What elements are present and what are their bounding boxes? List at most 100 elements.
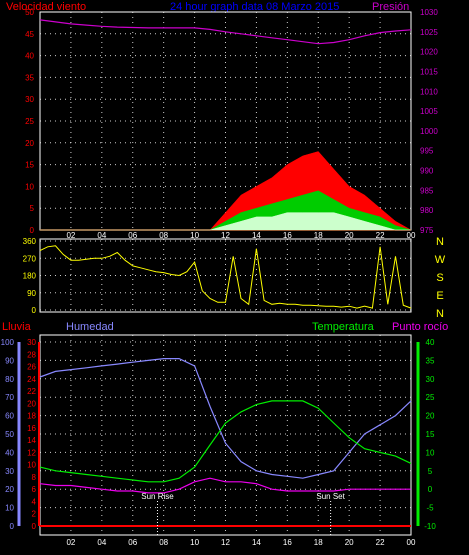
time-tick-label: 16 (283, 538, 292, 547)
compass-label: E (436, 290, 443, 302)
wind-axis-tick: 50 (25, 8, 34, 17)
compass-label: N (436, 236, 444, 248)
wind-direction-line (39, 245, 412, 309)
wind-axis-tick: 5 (30, 204, 35, 213)
time-tick-label: 22 (376, 231, 385, 240)
rain-axis-tick: 4 (32, 497, 37, 506)
temperature-line (39, 400, 412, 483)
time-tick-label: 08 (159, 231, 168, 240)
humidity-axis-tick: 100 (1, 338, 15, 347)
rain-label: Lluvia (2, 321, 32, 333)
temperature-axis-tick: 10 (426, 448, 435, 457)
humidity-axis-tick: 50 (5, 430, 14, 439)
time-tick-label: 20 (345, 538, 354, 547)
pressure-axis-tick: 1010 (420, 87, 438, 96)
pressure-axis-tick: 980 (420, 206, 434, 215)
time-tick-label: 04 (97, 231, 106, 240)
pressure-axis-tick: 975 (420, 226, 434, 235)
time-tick-label: 08 (159, 538, 168, 547)
chart-title: 24 hour graph data 08 Marzo 2015 (170, 1, 339, 13)
humidity-axis-tick: 20 (5, 485, 14, 494)
pressure-axis-tick: 995 (420, 147, 434, 156)
direction-axis-tick: 180 (23, 272, 37, 281)
pressure-axis-tick: 1020 (420, 48, 438, 57)
humidity-axis-tick: 10 (5, 504, 14, 513)
grid-lines (40, 11, 412, 535)
direction-axis-tick: 360 (23, 237, 37, 246)
temperature-axis-tick: 25 (426, 393, 435, 402)
dewpoint-line (39, 477, 411, 494)
time-tick-label: 10 (190, 538, 199, 547)
pressure-axis-tick: 1000 (420, 127, 438, 136)
humidity-axis-tick: 0 (10, 522, 15, 531)
rain-axis-tick: 22 (27, 387, 36, 396)
time-tick-label: 06 (128, 538, 137, 547)
pressure-axis-tick: 990 (420, 167, 434, 176)
humidity-axis-tick: 30 (5, 467, 14, 476)
temperature-axis-tick: 35 (426, 356, 435, 365)
time-tick-label: 02 (66, 231, 75, 240)
humidity-axis-tick: 60 (5, 412, 14, 421)
rain-axis-tick: 16 (27, 424, 36, 433)
direction-axis-tick: 90 (27, 289, 36, 298)
time-tick-label: 00 (407, 231, 416, 240)
wind-axis-tick: 30 (25, 95, 34, 104)
rain-axis-tick: 18 (27, 412, 36, 421)
time-tick-label: 10 (190, 231, 199, 240)
time-tick-label: 20 (345, 231, 354, 240)
humidity-label: Humedad (66, 321, 114, 333)
temperature-axis-tick: 30 (426, 375, 435, 384)
time-tick-label: 06 (128, 231, 137, 240)
rain-axis-tick: 30 (27, 338, 36, 347)
pressure-line (39, 19, 412, 45)
wind-axis-tick: 15 (25, 161, 34, 170)
dewpoint-label: Punto rocío (392, 321, 448, 333)
time-tick-label: 18 (314, 538, 323, 547)
compass-label: S (436, 272, 443, 284)
pressure-axis-tick: 1025 (420, 28, 438, 37)
rain-axis-tick: 14 (27, 436, 36, 445)
time-tick-label: 12 (221, 538, 230, 547)
temperature-axis-tick: -5 (426, 504, 434, 513)
pressure-axis-tick: 1030 (420, 8, 438, 17)
sun-annotation: Sun Set (316, 492, 345, 501)
rain-axis-tick: 28 (27, 350, 36, 359)
temperature-axis-tick: -10 (424, 522, 436, 531)
rain-axis-tick: 10 (27, 461, 36, 470)
wind-axis-tick: 0 (30, 226, 35, 235)
time-tick-label: 18 (314, 231, 323, 240)
rain-axis-tick: 20 (27, 399, 36, 408)
humidity-axis-tick: 40 (5, 448, 14, 457)
pressure-label: Presión (372, 1, 409, 13)
direction-axis-tick: 0 (32, 306, 37, 315)
temperature-axis-tick: 40 (426, 338, 435, 347)
rain-axis-tick: 0 (32, 522, 37, 531)
rain-axis-tick: 2 (32, 510, 37, 519)
time-tick-label: 16 (283, 231, 292, 240)
chart-marks (17, 19, 420, 535)
temperature-label: Temperatura (312, 321, 375, 333)
time-tick-label: 00 (407, 538, 416, 547)
temperature-axis-tick: 0 (428, 485, 433, 494)
wind-axis-tick: 40 (25, 52, 34, 61)
humidity-axis-tick: 70 (5, 393, 14, 402)
temperature-axis-tick: 15 (426, 430, 435, 439)
compass-label: W (435, 254, 446, 266)
rain-axis-tick: 6 (32, 485, 37, 494)
time-tick-label: 14 (252, 231, 261, 240)
time-tick-label: 02 (66, 538, 75, 547)
rain-axis-tick: 8 (32, 473, 37, 482)
humidity-axis-tick: 80 (5, 375, 14, 384)
pressure-axis-tick: 1015 (420, 67, 438, 76)
humidity-axis-tick: 90 (5, 356, 14, 365)
wind-min-area (40, 212, 411, 231)
wind-speed-label: Velocidad viento (6, 1, 86, 13)
rain-axis-tick: 24 (27, 375, 36, 384)
wind-axis-tick: 35 (25, 73, 34, 82)
humidity-line (39, 358, 412, 479)
rain-axis-tick: 26 (27, 363, 36, 372)
wind-axis-tick: 10 (25, 182, 34, 191)
direction-axis-tick: 270 (23, 254, 37, 263)
